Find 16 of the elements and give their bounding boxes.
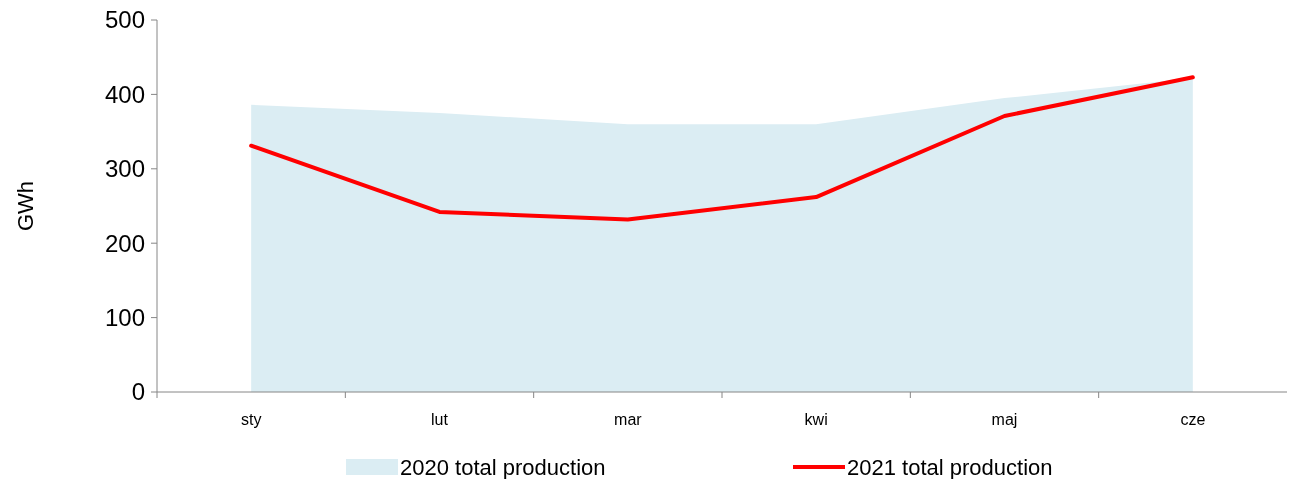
y-tick-label: 100: [104, 304, 145, 331]
x-tick-label: maj: [991, 411, 1018, 428]
x-tick-label: mar: [614, 411, 643, 428]
x-tick-label: lut: [431, 411, 449, 428]
x-tick-label: sty: [240, 411, 262, 428]
y-tick-label: 400: [104, 80, 145, 108]
x-tick-label: cze: [1180, 411, 1206, 428]
legend-label: 2021 total production: [847, 454, 1053, 479]
legend-label: 2020 total production: [400, 454, 606, 479]
y-tick-label: 0: [131, 378, 145, 406]
y-axis-title: GWh: [13, 180, 38, 232]
y-tick-label: 300: [104, 155, 145, 183]
y-tick-label: 500: [104, 6, 145, 34]
line-series: [249, 75, 1195, 222]
y-tick-label: 200: [104, 229, 145, 257]
x-tick-label: kwi: [804, 411, 828, 428]
